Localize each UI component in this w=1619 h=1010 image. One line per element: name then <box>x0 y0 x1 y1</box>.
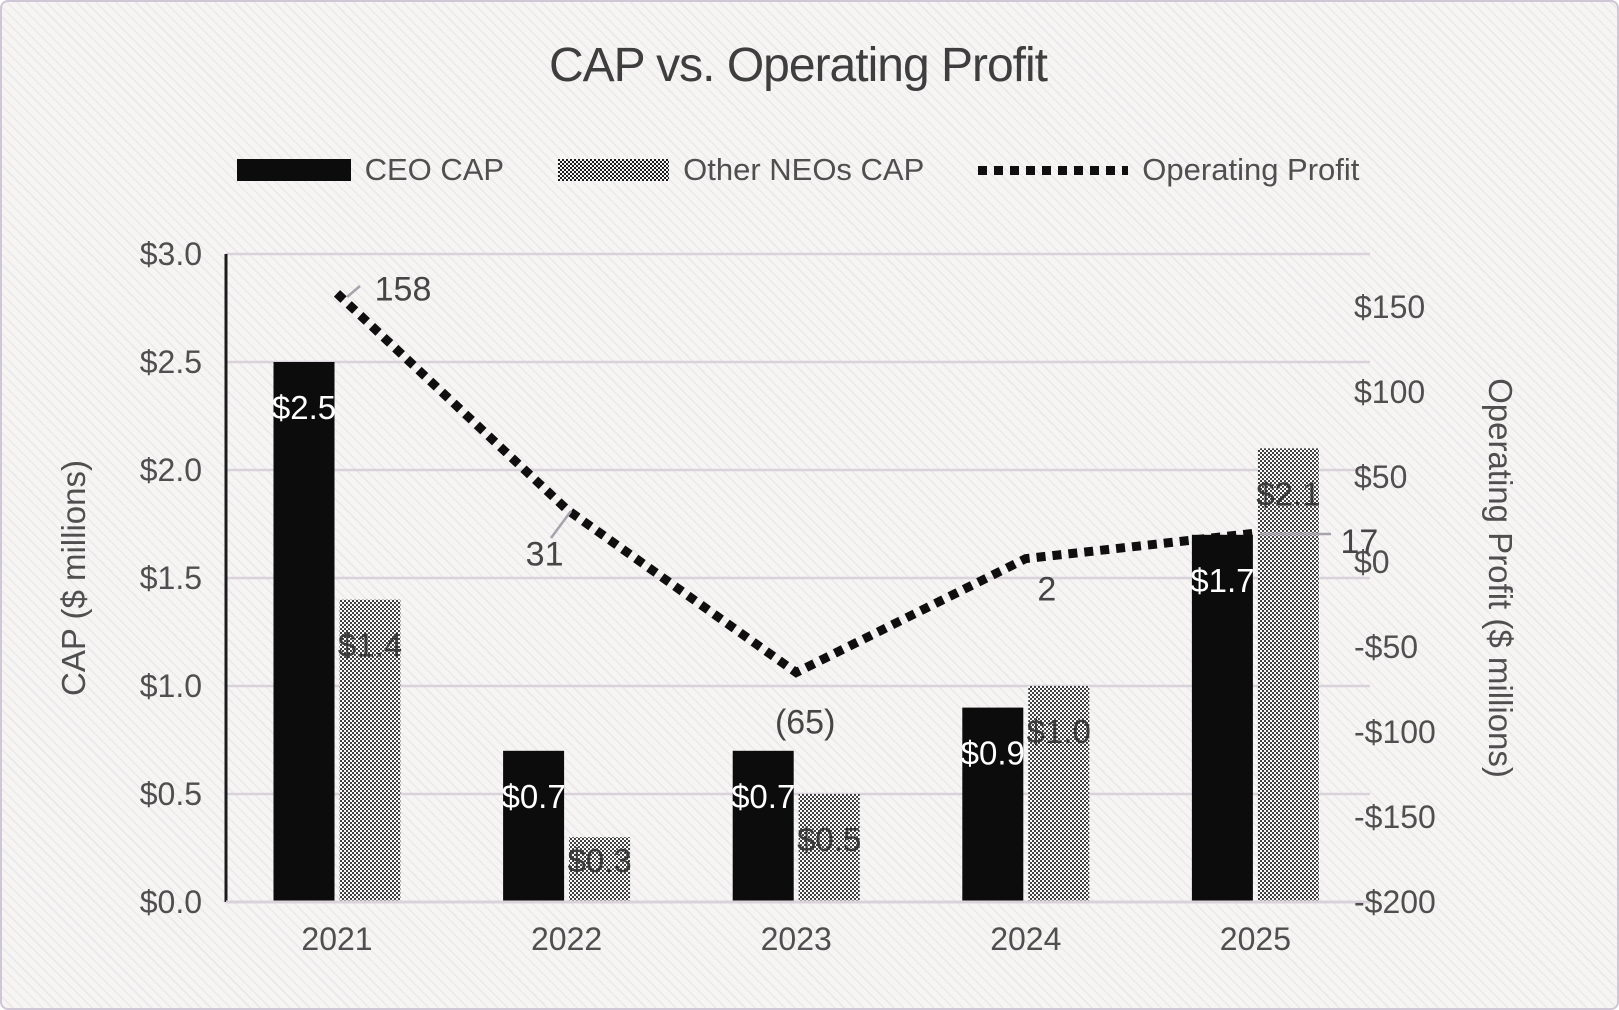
legend-item-operating-profit: Operating Profit <box>978 152 1359 188</box>
left-axis-tick-label: $0.0 <box>140 884 202 920</box>
right-axis-tick-label: -$100 <box>1354 714 1436 750</box>
ceo-cap-bar <box>1191 534 1253 902</box>
ceo-cap-bar <box>732 750 794 902</box>
x-axis-category-label: 2023 <box>761 921 832 957</box>
left-axis-tick-label: $2.0 <box>140 452 202 488</box>
bar-data-label: $0.5 <box>797 821 861 858</box>
right-axis-tick-label: $150 <box>1354 289 1425 325</box>
right-axis-tick-label: $100 <box>1354 374 1425 410</box>
bar-data-label: $2.1 <box>1256 475 1320 512</box>
ceo-cap-swatch-icon <box>236 159 351 181</box>
ceo-cap-bar <box>273 362 335 902</box>
operating-profit-dotted-line <box>333 290 1256 678</box>
legend-label: Other NEOs CAP <box>683 152 925 187</box>
legend-label: Operating Profit <box>1142 152 1360 187</box>
operating-profit-swatch-icon <box>978 165 1129 175</box>
x-axis-category-label: 2022 <box>531 921 602 957</box>
leader-line <box>346 285 361 298</box>
x-axis-category-label: 2025 <box>1220 921 1291 957</box>
line-data-label: 31 <box>526 535 564 573</box>
left-axis-tick-label: $3.0 <box>140 236 202 272</box>
bar-data-label: $1.0 <box>1027 713 1091 750</box>
legend-label: CEO CAP <box>364 152 505 187</box>
legend-item-ceo-cap: CEO CAP <box>236 152 505 188</box>
x-axis-category-label: 2024 <box>990 921 1061 957</box>
other-neos-cap-bar <box>569 837 631 902</box>
left-axis-tick-label: $0.5 <box>140 776 202 812</box>
other-neos-cap-bar <box>1257 448 1319 902</box>
right-axis-tick-label: $50 <box>1354 459 1407 495</box>
right-axis-tick-label: -$200 <box>1354 884 1436 920</box>
bar-data-label: $1.4 <box>338 627 402 664</box>
axis-and-data-labels: $3.0 $2.5 $2.0 $1.5 $1.0 $0.5 $0.0 $150 $100 $50 $… <box>140 236 1436 957</box>
data-label-leader-lines <box>346 285 1331 539</box>
line-data-label: 158 <box>375 270 432 308</box>
right-axis-tick-label: -$50 <box>1354 629 1418 665</box>
bar-data-label: $0.7 <box>731 778 795 815</box>
bar-data-label: $2.5 <box>272 389 336 426</box>
bar-data-label: $0.9 <box>961 735 1025 772</box>
line-data-label: 2 <box>1037 571 1056 609</box>
ceo-cap-bar <box>503 750 565 902</box>
axis-lines <box>224 254 1370 904</box>
legend-item-other-neos-cap: Other NEOs CAP <box>558 152 924 188</box>
other-neos-cap-bar <box>798 794 860 902</box>
bar-series <box>273 362 1319 902</box>
left-axis-tick-label: $1.0 <box>140 668 202 704</box>
bar-data-label: $1.7 <box>1190 562 1254 599</box>
legend: CEO CAP Other NEOs CAP Operating Profit <box>226 152 1370 188</box>
right-axis-tick-label: -$150 <box>1354 799 1436 835</box>
line-data-label: 17 <box>1340 523 1378 561</box>
left-axis-tick-label: $2.5 <box>140 344 202 380</box>
x-axis-category-label: 2021 <box>301 921 372 957</box>
left-axis-tick-label: $1.5 <box>140 560 202 596</box>
bar-data-label: $0.3 <box>567 842 631 879</box>
other-neos-cap-bar <box>339 599 401 902</box>
right-axis-tick-label: $0 <box>1354 544 1390 580</box>
ceo-cap-bar <box>962 707 1024 902</box>
other-neos-cap-swatch-icon <box>558 159 670 181</box>
bar-data-label: $0.7 <box>501 778 565 815</box>
leader-line <box>549 510 573 539</box>
chart-title: CAP vs. Operating Profit <box>549 39 1048 92</box>
other-neos-cap-bar <box>1028 686 1090 902</box>
operating-profit-line <box>333 290 1256 678</box>
line-data-label: (65) <box>775 704 835 742</box>
